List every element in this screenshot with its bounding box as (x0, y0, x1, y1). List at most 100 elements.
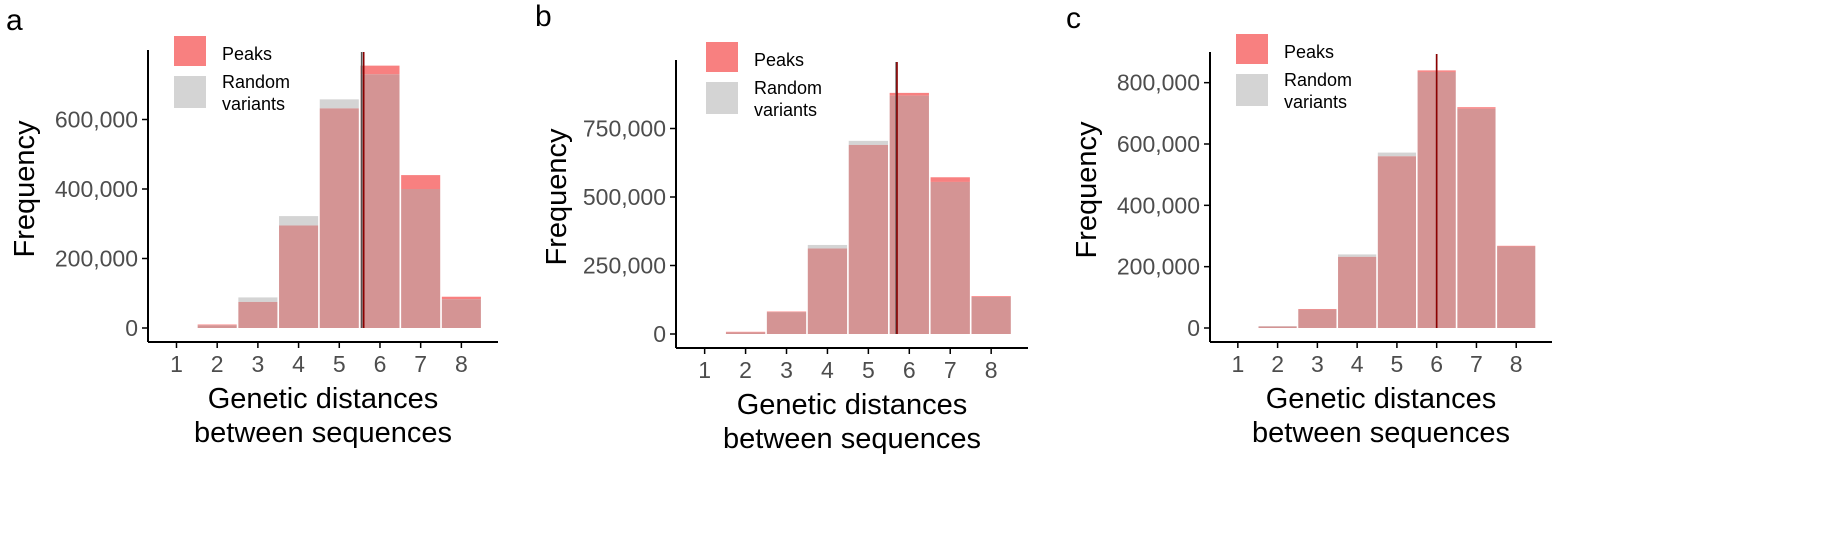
x-tick-label: 8 (1510, 351, 1523, 377)
x-tick-label: 4 (292, 351, 305, 377)
x-axis-title: Genetic distances (737, 389, 968, 421)
peaks-bar-excess-7 (930, 177, 970, 182)
y-tick-label: 0 (1187, 315, 1200, 341)
peaks-bar-excess-6 (360, 65, 400, 75)
overlap-bar-4 (807, 248, 848, 334)
legend-random-label: Random (222, 72, 290, 92)
x-tick-label: 2 (211, 351, 224, 377)
y-tick-label: 750,000 (583, 116, 666, 142)
overlap-bar-6 (360, 74, 400, 328)
y-axis-title: Frequency (541, 128, 573, 266)
overlap-bar-5 (1377, 156, 1416, 328)
overlap-bar-5 (319, 108, 359, 328)
legend-peaks-swatch (174, 36, 206, 66)
overlap-bar-3 (1298, 309, 1337, 328)
random-bar-excess-5 (1377, 152, 1416, 157)
peaks-bar-excess-6 (889, 92, 929, 96)
x-tick-label: 3 (251, 351, 264, 377)
overlap-bar-8 (971, 297, 1011, 334)
x-tick-label: 3 (1311, 351, 1324, 377)
random-bar-excess-4 (807, 244, 848, 249)
x-tick-label: 7 (414, 351, 427, 377)
overlap-bar-7 (1457, 108, 1496, 328)
panel-c-chart: c 0 200,000 400,000 600,000 800,000 1 2 3 4 5 6 7 8 Ge… (1066, 2, 1552, 449)
random-bar-excess-4 (1338, 254, 1377, 257)
x-tick-label: 8 (985, 357, 998, 383)
overlap-bar-5 (848, 144, 889, 334)
x-tick-label: 2 (1271, 351, 1284, 377)
legend-peaks-label: Peaks (754, 50, 804, 70)
y-axis-title: Frequency (9, 120, 41, 258)
legend-random-label-line2: variants (222, 94, 285, 114)
legend-peaks-swatch (1236, 34, 1268, 64)
peaks-bar-excess-3 (766, 311, 807, 313)
y-tick-label: 0 (125, 315, 138, 341)
y-tick-label: 0 (653, 321, 666, 347)
x-tick-label: 1 (698, 357, 711, 383)
y-axis-title: Frequency (1071, 121, 1103, 259)
legend-random-label-line2: variants (1284, 92, 1347, 112)
legend-random-swatch (174, 76, 206, 108)
y-tick-label: 600,000 (1117, 131, 1200, 157)
overlap-bar-7 (930, 181, 970, 334)
overlap-bar-7 (401, 189, 441, 328)
x-axis-title-line2: between sequences (1252, 417, 1510, 449)
x-axis-title: Genetic distances (208, 383, 439, 415)
random-bar-excess-3 (238, 297, 278, 302)
peaks-bar-excess-3 (1298, 308, 1337, 310)
legend-random-label-line2: variants (754, 100, 817, 120)
x-tick-label: 6 (374, 351, 387, 377)
legend-random-label: Random (1284, 70, 1352, 90)
random-bar-excess-4 (279, 216, 319, 226)
peaks-bar-excess-2 (197, 324, 237, 326)
x-tick-label: 4 (821, 357, 834, 383)
peaks-bar-excess-8 (971, 296, 1011, 298)
peaks-bar-excess-2 (725, 331, 766, 333)
x-tick-label: 3 (780, 357, 793, 383)
overlap-bar-2 (197, 325, 237, 328)
y-tick-label: 500,000 (583, 184, 666, 210)
overlap-bar-8 (441, 299, 481, 328)
panel-letter: c (1066, 2, 1081, 35)
y-tick-label: 200,000 (55, 246, 138, 272)
overlap-bar-3 (238, 301, 278, 328)
y-tick-label: 200,000 (1117, 254, 1200, 280)
x-axis-title-line2: between sequences (194, 417, 452, 449)
random-bar-excess-5 (319, 99, 359, 109)
panel-a-chart: a 0 200,000 400,000 600,000 1 2 3 4 5 6 7 8 Genetic d… (6, 4, 498, 449)
x-tick-label: 5 (333, 351, 346, 377)
x-tick-label: 5 (862, 357, 875, 383)
overlap-bar-2 (1258, 326, 1297, 328)
x-tick-label: 1 (1231, 351, 1244, 377)
overlap-bar-8 (1497, 246, 1536, 328)
peaks-bar-excess-8 (1497, 245, 1536, 247)
y-tick-label: 800,000 (1117, 70, 1200, 96)
y-tick-label: 400,000 (1117, 192, 1200, 218)
y-tick-label: 600,000 (55, 107, 138, 133)
x-tick-label: 8 (455, 351, 468, 377)
overlap-bar-4 (279, 225, 319, 328)
x-tick-label: 4 (1351, 351, 1364, 377)
legend-random-swatch (1236, 74, 1268, 106)
peaks-bar-excess-7 (1457, 107, 1496, 109)
peaks-bar-excess-7 (401, 175, 441, 189)
x-tick-label: 7 (944, 357, 957, 383)
legend-peaks-swatch (706, 42, 738, 72)
x-tick-label: 6 (903, 357, 916, 383)
x-axis-title-line2: between sequences (723, 423, 981, 455)
y-tick-label: 250,000 (583, 253, 666, 279)
legend-peaks-label: Peaks (1284, 42, 1334, 62)
x-tick-label: 2 (739, 357, 752, 383)
x-tick-label: 5 (1391, 351, 1404, 377)
y-tick-label: 400,000 (55, 176, 138, 202)
legend-peaks-label: Peaks (222, 44, 272, 64)
panel-b-chart: b 0 250,000 500,000 750,000 1 2 3 4 5 6 7 8 Genetic d… (535, 0, 1028, 455)
overlap-bar-2 (725, 332, 766, 334)
x-tick-label: 1 (170, 351, 183, 377)
x-tick-label: 7 (1470, 351, 1483, 377)
x-tick-label: 6 (1430, 351, 1443, 377)
overlap-bar-3 (766, 312, 807, 334)
panel-letter: a (6, 4, 23, 37)
panel-letter: b (535, 0, 552, 33)
